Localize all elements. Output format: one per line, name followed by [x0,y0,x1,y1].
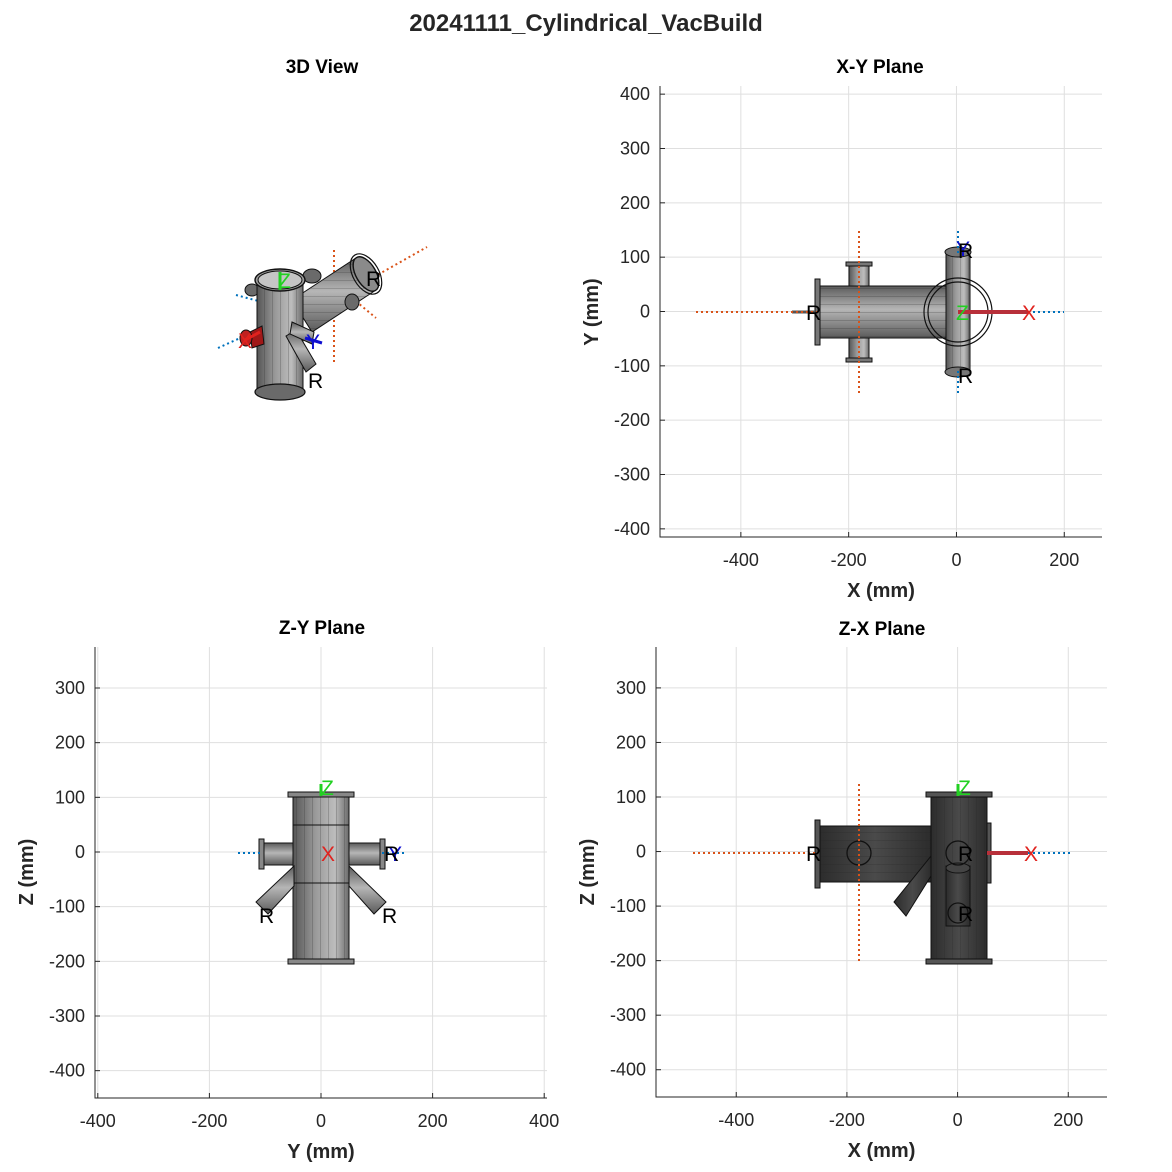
zx-tick-label-x-3: 200 [1053,1110,1083,1130]
view3d-chamber [239,253,383,401]
zy-xlabel: Y (mm) [287,1141,354,1163]
xy-tick-label-x-0: -400 [723,550,759,570]
zx-label-r-mid: R [958,843,973,866]
zx-tick-label-y-0: 300 [616,678,646,698]
zx-tick-label-y-3: 0 [636,842,646,862]
zx-axes [655,647,1107,1098]
view3d-label-z: Z [278,270,291,293]
panel-title-xy: X-Y Plane [836,57,924,78]
zy-tick-label-y-2: 100 [55,787,85,807]
xy-xlabel: X (mm) [847,580,915,602]
view3d-label-r1: R [366,268,381,291]
zy-plot-area: -400 -200 0 200 400 300 200 100 0 -100 -200 -300 -40… [16,647,559,1163]
xy-tick-label-x-2: 0 [951,550,961,570]
zy-panel: -400 -200 0 200 400 300 200 100 0 -100 -200 -300 -40… [16,647,559,1163]
zy-label-y: Y [388,843,402,866]
zy-label-r-left: R [259,905,274,928]
zy-tick-label-y-6: -300 [49,1006,85,1026]
xy-tick-label-y-6: -200 [614,410,650,430]
zy-chamber [255,791,387,965]
xy-label-x: X [1022,302,1036,325]
xy-tick-label-y-3: 100 [620,247,650,267]
zx-tick-label-y-4: -100 [610,896,646,916]
zx-xlabel: X (mm) [848,1140,916,1162]
zy-ylabel: Z (mm) [16,839,38,906]
xy-tick-label-y-4: 0 [640,302,650,322]
zx-tick-label-y-2: 100 [616,787,646,807]
zx-tick-label-x-0: -400 [718,1110,754,1130]
zy-tick-label-y-4: -100 [49,897,85,917]
zy-tick-label-y-3: 0 [75,842,85,862]
zy-tick-label-x-2: 0 [316,1111,326,1131]
figure-title: 20241111_Cylindrical_VacBuild [409,10,763,37]
zy-label-x: X [321,843,335,866]
zy-tick-label-y-7: -400 [49,1061,85,1081]
zx-ylabel: Z (mm) [577,839,599,906]
zx-label-r-left: R [806,843,821,866]
panel-title-3d: 3D View [285,57,359,78]
view3d-label-y: Y [306,331,320,354]
xy-tick-label-y-8: -400 [614,519,650,539]
zy-tick-label-y-1: 200 [55,733,85,753]
zy-label-r-mid: R [384,843,399,866]
xy-ylabel: Y (mm) [581,278,603,345]
zx-label-z: Z [958,777,971,800]
panel-title-zy: Z-Y Plane [278,618,366,639]
zx-label-x: X [1024,843,1038,866]
zy-tick-label-y-0: 300 [55,678,85,698]
xy-tick-label-y-0: 400 [620,84,650,104]
zy-tick-label-x-4: 400 [529,1111,559,1131]
xy-label-r-bottom: R [958,365,973,388]
zy-tick-label-x-1: -200 [191,1111,227,1131]
zx-axis-lines [693,784,1070,963]
zx-panel: -400 -200 0 200 300 200 100 0 -100 -200 -300 -400 X … [577,647,1107,1162]
zy-label-z: Z [321,777,334,800]
xy-tick-label-x-1: -200 [831,550,867,570]
zx-plot-area: -400 -200 0 200 300 200 100 0 -100 -200 -300 -400 X … [577,647,1107,1162]
xy-label-r-top: R [958,240,973,263]
xy-tick-label-y-5: -100 [614,356,650,376]
zx-tick-label-y-7: -400 [610,1060,646,1080]
zx-tick-label-x-2: 0 [953,1110,963,1130]
zx-label-r-low: R [958,903,973,926]
zy-axes [94,647,547,1099]
zx-chamber [814,791,1028,965]
xy-plot-area: -400 -200 0 200 400 300 200 100 0 -100 -200 -300 -40… [581,84,1102,602]
zx-tick-label-y-6: -300 [610,1005,646,1025]
xy-label-z: Z [956,302,969,325]
zx-tick-label-y-5: -200 [610,951,646,971]
xy-label-r-left: R [806,302,821,325]
zx-tick-label-y-1: 200 [616,732,646,752]
zy-label-r-right: R [382,905,397,928]
xy-tick-label-x-3: 200 [1049,550,1079,570]
panel-title-zx: Z-X Plane [838,619,926,640]
xy-label-y: Y [956,238,970,261]
view3d-label-r2: R [308,370,323,393]
zx-tick-label-x-1: -200 [829,1110,865,1130]
zy-tick-label-x-3: 200 [418,1111,448,1131]
xy-tick-label-y-1: 300 [620,138,650,158]
zy-tick-label-x-0: -400 [80,1111,116,1131]
xy-chamber [792,246,1028,378]
xy-tick-label-y-7: -300 [614,465,650,485]
zy-axis-lines [238,784,404,854]
view3d-label-x: X [238,330,252,353]
xy-panel: -400 -200 0 200 400 300 200 100 0 -100 -200 -300 -40… [581,84,1102,602]
xy-axis-lines [696,231,1064,393]
zy-tick-label-y-5: -200 [49,951,85,971]
xy-axes [659,86,1102,538]
view3d-panel: R R Z X Y [217,246,428,401]
xy-tick-label-y-2: 200 [620,193,650,213]
